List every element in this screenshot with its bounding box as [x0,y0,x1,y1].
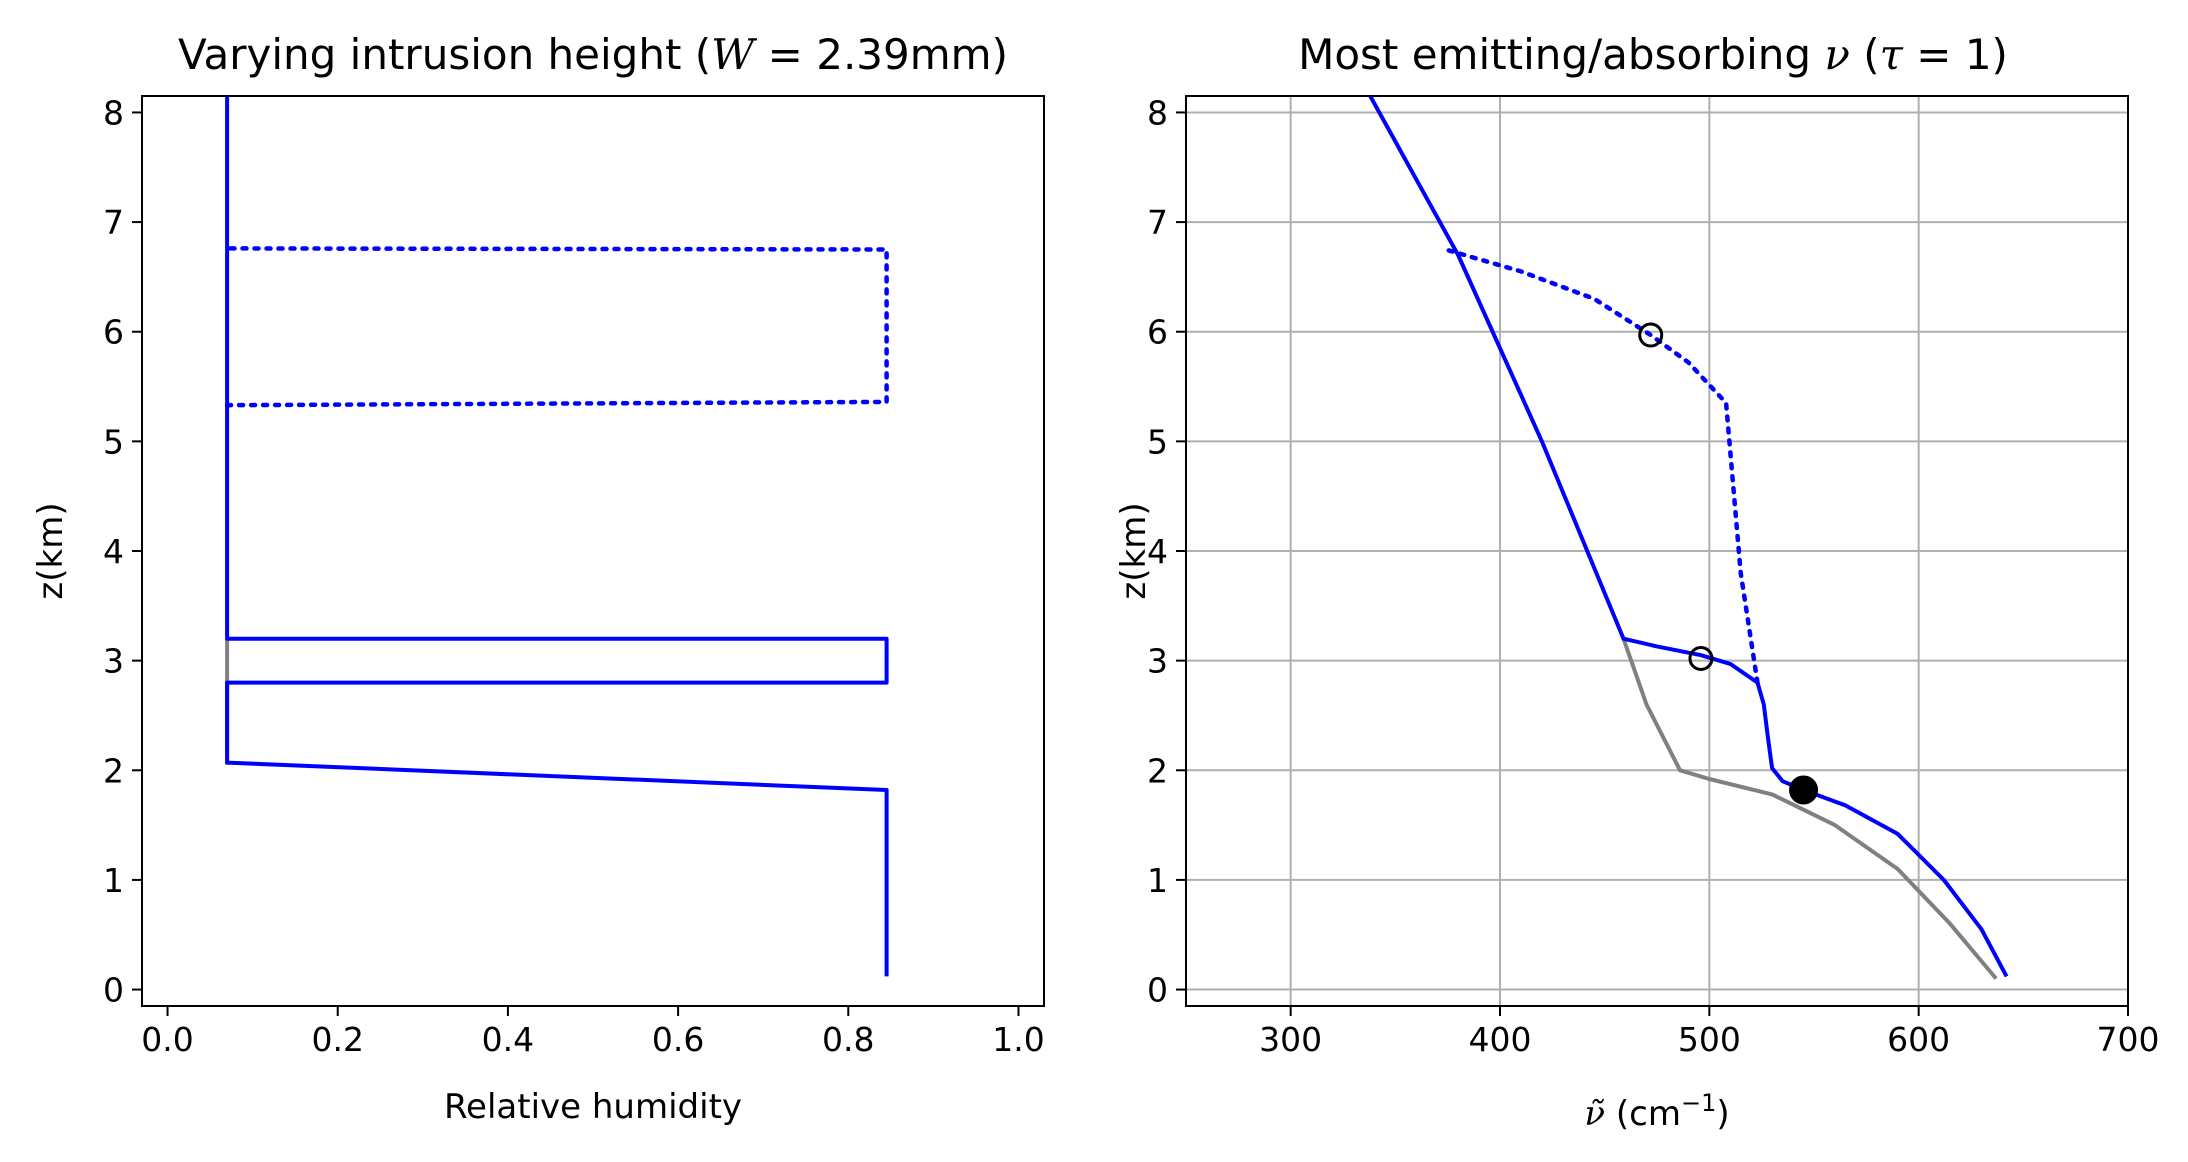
x-tick-label-right-2: 500 [1678,1020,1741,1059]
y-tick-label-left-6: 6 [103,313,124,352]
plot-content-left [224,96,889,977]
axes-frame-left [141,95,1045,1007]
series-line-right-3 [1443,247,1760,685]
chart-title-left: Varying intrusion height (W = 2.39mm) [178,30,1008,79]
y-tick-label-right-4: 4 [1147,532,1168,571]
title-right-math-rest: = 1) [1903,30,2008,79]
title-left-pre: Varying intrusion height ( [178,30,711,79]
marker-right-1 [1638,322,1664,348]
title-left-math-var: W [711,30,758,79]
y-axis-label-right: z(km) [1114,502,1154,599]
x-tick-label-right-0: 300 [1259,1020,1322,1059]
x-ticks-right: 300 400 500 600 700 [1259,1006,2160,1059]
y-tick-label-left-8: 8 [103,93,124,132]
x-tick-label-right-3: 600 [1887,1020,1950,1059]
title-left-math-rest: = 2.39mm) [754,30,1008,79]
y-tick-label-right-7: 7 [1147,203,1168,242]
title-right-math-nu: ν [1824,30,1850,79]
x-tick-label-left-2: 0.4 [482,1020,534,1059]
x-tick-label-right-4: 700 [2097,1020,2160,1059]
y-tick-label-left-7: 7 [103,203,124,242]
panel-emitting-frequency: 300 400 500 600 700 0 1 2 3 4 5 6 7 8 Most emitting/… [1114,30,2160,1134]
x-label-right-unit-post: ) [1716,1094,1729,1134]
marker-right-3 [1789,775,1819,805]
y-tick-label-left-1: 1 [103,861,124,900]
y-tick-label-left-0: 0 [103,971,124,1010]
y-tick-label-right-1: 1 [1147,861,1168,900]
title-right-math-tau: τ [1880,30,1904,79]
x-axis-label-left: Relative humidity [444,1087,742,1127]
series-line-right-1 [1621,638,1998,980]
x-label-right-symbol: ν̃ [1584,1094,1605,1134]
y-tick-label-right-3: 3 [1147,642,1168,681]
plot-content-right [1368,95,2009,980]
x-tick-label-left-3: 0.6 [652,1020,704,1059]
x-ticks-left: 0.0 0.2 0.4 0.6 0.8 1.0 [141,1006,1045,1059]
series-line-right-2 [1368,95,2009,978]
y-tick-label-right-8: 8 [1147,93,1168,132]
title-right-pre: Most emitting/absorbing [1298,30,1824,79]
series-line-left-3 [224,246,889,408]
panel-intrusion-height: 0.0 0.2 0.4 0.6 0.8 1.0 0 1 2 3 4 5 6 7 8 Varying int… [31,30,1045,1127]
chart-title-right: Most emitting/absorbing ν (τ = 1) [1298,30,2008,79]
y-ticks-left: 0 1 2 3 4 5 6 7 8 [103,93,142,1010]
y-tick-label-right-5: 5 [1147,422,1168,461]
series-line-left-2 [225,96,889,977]
title-right-mid: ( [1850,30,1880,79]
y-tick-label-left-4: 4 [103,532,124,571]
x-axis-label-right: ν̃ (cm−1) [1584,1089,1729,1134]
y-tick-label-right-0: 0 [1147,971,1168,1010]
x-tick-label-right-1: 400 [1469,1020,1532,1059]
y-ticks-right: 0 1 2 3 4 5 6 7 8 [1147,93,1186,1010]
x-label-right-unit-pre: (cm [1605,1094,1681,1134]
y-axis-label-left: z(km) [31,502,71,599]
x-label-right-unit-sup: −1 [1681,1089,1716,1117]
y-tick-label-left-2: 2 [103,751,124,790]
x-tick-label-left-1: 0.2 [311,1020,363,1059]
x-tick-label-left-5: 1.0 [992,1020,1044,1059]
x-tick-label-left-4: 0.8 [822,1020,874,1059]
y-tick-label-left-3: 3 [103,642,124,681]
y-tick-label-right-2: 2 [1147,751,1168,790]
grid-right [1186,96,2129,1006]
y-tick-label-right-6: 6 [1147,313,1168,352]
x-tick-label-left-0: 0.0 [141,1020,193,1059]
marker-right-2 [1688,645,1714,671]
y-tick-label-left-5: 5 [103,422,124,461]
